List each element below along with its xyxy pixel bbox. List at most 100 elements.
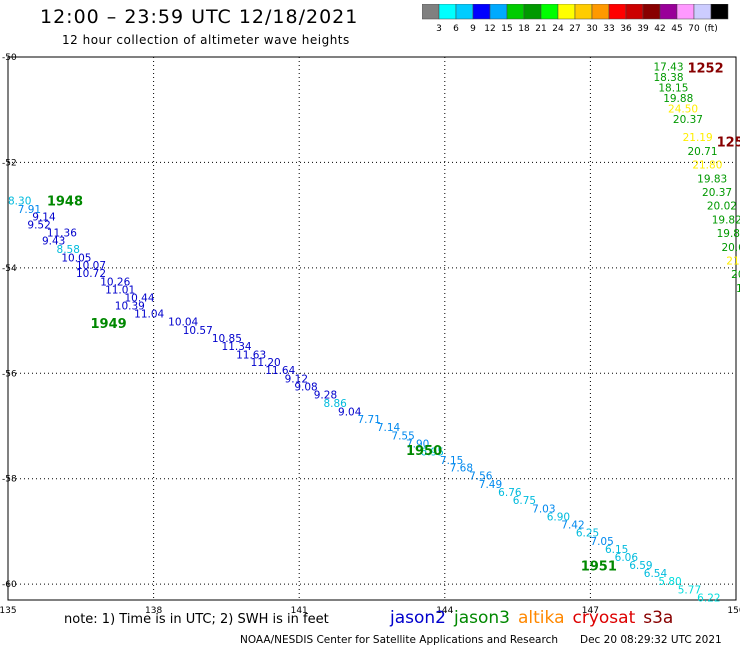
legend-label: 6 bbox=[453, 24, 459, 34]
legend-label: 15 bbox=[501, 24, 512, 34]
wave-height-value: 6.54 bbox=[644, 568, 668, 580]
legend-label: 39 bbox=[637, 24, 649, 34]
pass-number-label: 1948 bbox=[47, 194, 83, 209]
x-tick-label: 138 bbox=[145, 606, 162, 616]
wave-height-value: 18.38 bbox=[653, 72, 683, 84]
wave-height-value: 10.72 bbox=[76, 268, 106, 280]
wave-height-value: 19.82 bbox=[712, 214, 740, 226]
pass-number-label: 1252 bbox=[687, 62, 723, 77]
wave-height-value: 20.68 bbox=[721, 242, 740, 254]
legend-label: 30 bbox=[586, 24, 598, 34]
page-subtitle: 12 hour collection of altimeter wave hei… bbox=[62, 33, 350, 47]
wave-height-value: 9.52 bbox=[27, 220, 50, 232]
x-tick-label: 135 bbox=[0, 606, 17, 616]
wave-height-value: 8.30 bbox=[8, 195, 31, 207]
wave-height-value: 21.19 bbox=[683, 132, 713, 144]
wave-height-value: 7.90 bbox=[406, 438, 429, 450]
wave-height-value: 11.01 bbox=[105, 284, 135, 296]
y-tick-label: -58 bbox=[2, 475, 17, 485]
satellite-label-cryosat: cryosat bbox=[572, 608, 636, 628]
wave-height-value: 8.58 bbox=[57, 244, 80, 256]
wave-height-value: 10.05 bbox=[61, 252, 91, 264]
wave-height-value: 11.20 bbox=[251, 357, 281, 369]
legend-label: 9 bbox=[470, 24, 476, 34]
wave-height-value: 7.71 bbox=[357, 414, 380, 426]
wave-height-value: 18.09 bbox=[736, 283, 740, 295]
legend-label: 27 bbox=[569, 24, 580, 34]
satellite-label-s3a: s3a bbox=[643, 608, 674, 628]
wave-height-value: 11.34 bbox=[222, 341, 252, 353]
wave-height-value: 21.80 bbox=[692, 160, 722, 172]
x-tick-label: 150 bbox=[727, 606, 740, 616]
y-tick-label: -54 bbox=[2, 264, 17, 274]
wave-height-value: 11.04 bbox=[134, 309, 164, 321]
wave-height-value: 11.36 bbox=[47, 228, 77, 240]
wave-height-value: 11.63 bbox=[236, 349, 266, 361]
footer-credit: NOAA/NESDIS Center for Satellite Applica… bbox=[240, 634, 558, 646]
legend-label: 36 bbox=[620, 24, 632, 34]
pass-number-label: 1251 bbox=[717, 135, 740, 150]
wave-height-value: 6.90 bbox=[547, 512, 570, 524]
footer-note: note: 1) Time is in UTC; 2) SWH is in fe… bbox=[64, 612, 329, 627]
wave-height-value: 7.05 bbox=[590, 536, 613, 548]
x-tick-label: 144 bbox=[436, 606, 453, 616]
wave-height-value: 7.15 bbox=[440, 455, 463, 467]
wave-height-value: 19.83 bbox=[697, 173, 727, 185]
satellite-label-jason2: jason2 bbox=[390, 608, 446, 628]
wave-height-value: 20.63 bbox=[731, 269, 740, 281]
x-tick-label: 141 bbox=[291, 606, 308, 616]
y-tick-label: -60 bbox=[2, 580, 17, 590]
wave-height-value: 20.02 bbox=[707, 201, 737, 213]
satellite-label-jason3: jason3 bbox=[454, 608, 510, 628]
legend-label: 33 bbox=[603, 24, 614, 34]
pass-number-label: 1950 bbox=[406, 444, 442, 459]
wave-height-value: 9.04 bbox=[338, 406, 362, 418]
wave-height-value: 24.50 bbox=[668, 104, 698, 116]
legend-label: (ft) bbox=[704, 24, 718, 34]
y-tick-label: -56 bbox=[2, 369, 17, 379]
wave-height-value: 10.07 bbox=[76, 260, 106, 272]
wave-height-value: 10.57 bbox=[183, 325, 213, 337]
y-tick-label: -52 bbox=[2, 158, 17, 168]
wave-height-value: 10.26 bbox=[100, 277, 130, 289]
wave-height-value: 7.14 bbox=[377, 422, 401, 434]
wave-height-value: 7.49 bbox=[479, 479, 502, 491]
legend-label: 18 bbox=[518, 24, 530, 34]
wave-height-value: 19.80 bbox=[717, 228, 740, 240]
plot-frame bbox=[7, 56, 737, 601]
wave-height-value: 7.42 bbox=[561, 520, 584, 532]
legend-label: 42 bbox=[654, 24, 665, 34]
wave-height-value: 20.37 bbox=[702, 187, 732, 199]
wave-height-value: 7.68 bbox=[450, 463, 473, 475]
wave-height-value: 7.03 bbox=[532, 503, 555, 515]
legend-label: 21 bbox=[535, 24, 546, 34]
wave-height-value: 9.08 bbox=[294, 381, 317, 393]
wave-height-value: 10.39 bbox=[115, 300, 145, 312]
wave-height-value: 6.06 bbox=[615, 552, 639, 564]
wave-height-value: 10.04 bbox=[168, 317, 198, 329]
page-title: 12:00 – 23:59 UTC 12/18/2021 bbox=[40, 6, 359, 28]
wave-height-value: 6.75 bbox=[513, 495, 536, 507]
wave-height-value: 6.76 bbox=[498, 487, 522, 499]
satellite-label-altika: altika bbox=[518, 608, 565, 628]
x-tick-label: 147 bbox=[582, 606, 599, 616]
wave-height-value: 5.80 bbox=[658, 576, 681, 588]
y-tick-label: -50 bbox=[2, 53, 17, 63]
legend-label: 45 bbox=[671, 24, 682, 34]
satellite-legend: jason2 jason3 altika cryosat s3a bbox=[390, 608, 681, 628]
legend-label: 3 bbox=[436, 24, 442, 34]
wave-height-value: 17.43 bbox=[653, 61, 683, 73]
wave-height-value: 6.95 bbox=[421, 446, 444, 458]
wave-height-value: 9.28 bbox=[314, 389, 337, 401]
wave-height-value: 7.91 bbox=[18, 204, 41, 216]
wave-height-value: 6.59 bbox=[629, 560, 652, 572]
pass-number-label: 1951 bbox=[581, 560, 617, 575]
legend-swatch bbox=[710, 4, 729, 20]
wave-height-value: 10.85 bbox=[212, 333, 242, 345]
legend-label: 24 bbox=[552, 24, 564, 34]
legend-label: 12 bbox=[484, 24, 495, 34]
wave-height-value: 9.43 bbox=[42, 235, 65, 247]
wave-height-value: 20.37 bbox=[673, 114, 703, 126]
wave-height-value: 6.25 bbox=[576, 528, 599, 540]
